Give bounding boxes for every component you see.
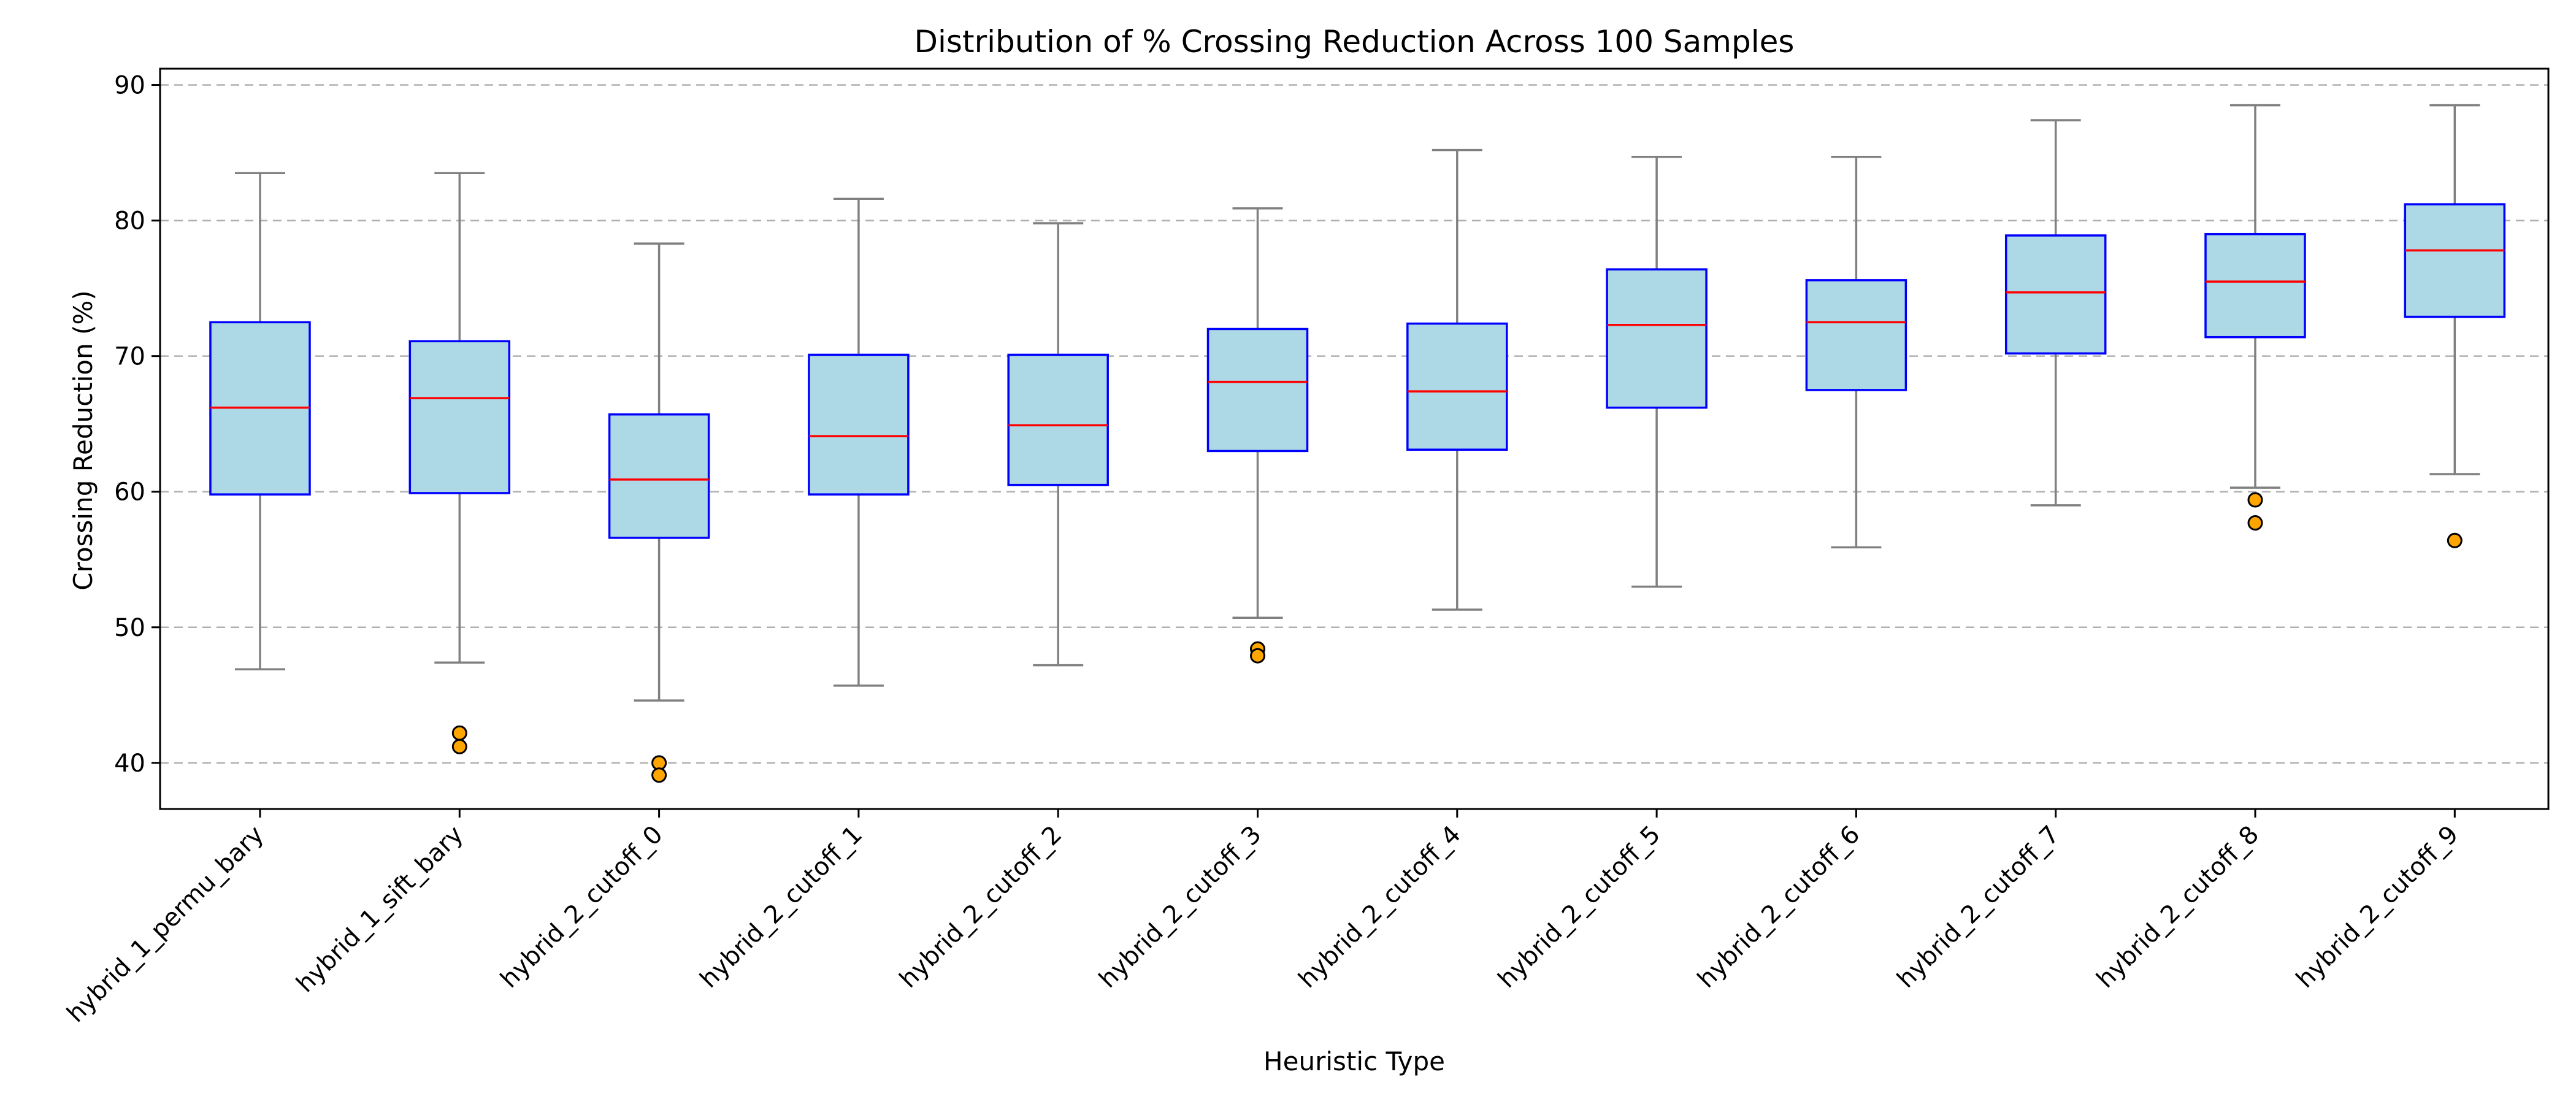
x-tick-label: hybrid_2_cutoff_9 bbox=[2291, 821, 2464, 994]
box-group bbox=[410, 173, 509, 753]
box-iqr bbox=[1607, 269, 1706, 407]
y-tick-label: 70 bbox=[114, 343, 145, 371]
box-iqr bbox=[1008, 355, 1108, 485]
outlier-point bbox=[453, 740, 466, 753]
box-iqr bbox=[1408, 324, 1507, 450]
y-tick-label: 40 bbox=[114, 749, 145, 778]
box-iqr bbox=[2405, 204, 2504, 316]
x-axis-label: Heuristic Type bbox=[1263, 1046, 1445, 1076]
y-tick-label: 80 bbox=[114, 207, 145, 236]
x-tick-label: hybrid_2_cutoff_7 bbox=[1892, 821, 2064, 994]
box-group bbox=[1208, 209, 1308, 663]
y-tick-label: 60 bbox=[114, 478, 145, 507]
box-group bbox=[2405, 105, 2504, 548]
outlier-point bbox=[653, 769, 666, 782]
x-tick-label: hybrid_1_permu_bary bbox=[61, 821, 269, 1029]
outlier-point bbox=[2448, 534, 2461, 547]
outlier-point bbox=[453, 726, 466, 740]
x-tick-label: hybrid_1_sift_bary bbox=[291, 821, 469, 999]
plot-frame bbox=[160, 69, 2548, 809]
box-group bbox=[2006, 120, 2106, 505]
x-tick-label: hybrid_2_cutoff_3 bbox=[1094, 821, 1267, 994]
box-iqr bbox=[2006, 236, 2106, 353]
box-iqr bbox=[1208, 329, 1308, 451]
x-tick-label: hybrid_2_cutoff_4 bbox=[1294, 821, 1466, 994]
x-tick-label: hybrid_2_cutoff_0 bbox=[495, 821, 668, 994]
box-group bbox=[2206, 105, 2305, 530]
box-group bbox=[1806, 157, 1906, 548]
x-tick-label: hybrid_2_cutoff_5 bbox=[1493, 821, 1666, 994]
x-axis: hybrid_1_permu_bary hybrid_1_sift_bary hyb… bbox=[61, 809, 2464, 1028]
box-iqr bbox=[610, 415, 709, 538]
box-iqr bbox=[809, 355, 908, 494]
box-iqr bbox=[2206, 234, 2305, 337]
box-group bbox=[610, 243, 709, 782]
box-group bbox=[1008, 223, 1108, 665]
y-tick-label: 90 bbox=[114, 72, 145, 100]
y-tick-label: 50 bbox=[114, 614, 145, 642]
grid-lines bbox=[160, 85, 2548, 763]
outlier-point bbox=[2248, 493, 2262, 507]
box-iqr bbox=[1806, 280, 1906, 390]
y-axis: 40 50 60 70 80 90 bbox=[114, 72, 160, 778]
box-group bbox=[210, 173, 310, 669]
box-group bbox=[809, 199, 908, 686]
x-tick-label: hybrid_2_cutoff_2 bbox=[894, 821, 1067, 994]
outlier-point bbox=[2248, 516, 2262, 530]
box-group bbox=[1408, 150, 1507, 610]
box-iqr bbox=[410, 341, 509, 493]
x-tick-label: hybrid_2_cutoff_8 bbox=[2091, 821, 2264, 994]
y-axis-label: Crossing Reduction (%) bbox=[68, 290, 98, 590]
x-tick-label: hybrid_2_cutoff_6 bbox=[1692, 821, 1865, 994]
outlier-point bbox=[1251, 649, 1265, 662]
boxes bbox=[210, 105, 2504, 782]
x-tick-label: hybrid_2_cutoff_1 bbox=[695, 821, 868, 994]
chart-title: Distribution of % Crossing Reduction Acr… bbox=[914, 24, 1795, 59]
